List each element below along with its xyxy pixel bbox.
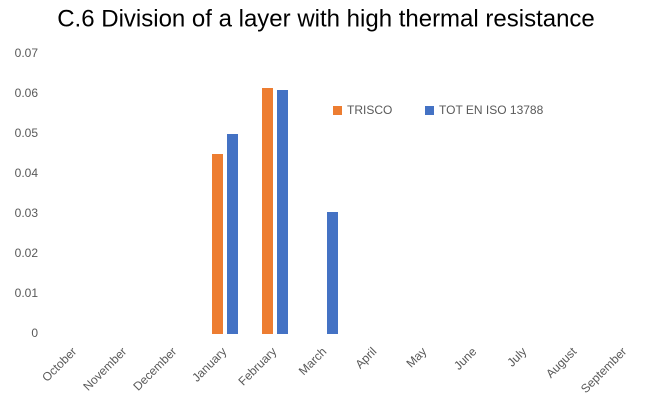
bar (327, 212, 338, 334)
legend-swatch (333, 106, 342, 115)
y-tick-label: 0.05 (15, 126, 39, 140)
x-tick-label: December (130, 344, 179, 393)
x-tick-label: November (80, 344, 129, 393)
bar (212, 154, 223, 334)
legend-label: TOT EN ISO 13788 (439, 103, 544, 117)
legend-swatch (425, 106, 434, 115)
y-tick-label: 0.06 (15, 86, 39, 100)
bar (262, 88, 273, 334)
bar (277, 90, 288, 334)
y-tick-label: 0.04 (15, 166, 39, 180)
x-tick-label: April (352, 344, 379, 371)
x-tick-label: August (543, 344, 580, 381)
legend-label: TRISCO (347, 103, 392, 117)
bar (227, 134, 238, 334)
x-tick-label: June (451, 344, 480, 373)
x-tick-label: May (403, 344, 429, 370)
y-tick-label: 0 (31, 326, 38, 340)
x-tick-label: September (578, 344, 629, 395)
y-tick-label: 0.02 (15, 246, 39, 260)
y-tick-label: 0.03 (15, 206, 39, 220)
y-tick-label: 0.07 (15, 46, 39, 60)
x-tick-label: February (236, 344, 280, 388)
x-tick-label: March (296, 344, 329, 377)
x-tick-label: January (189, 344, 229, 384)
y-tick-label: 0.01 (15, 286, 39, 300)
x-tick-label: October (39, 344, 79, 384)
x-tick-label: July (504, 344, 529, 369)
chart-title: C.6 Division of a layer with high therma… (57, 5, 595, 32)
